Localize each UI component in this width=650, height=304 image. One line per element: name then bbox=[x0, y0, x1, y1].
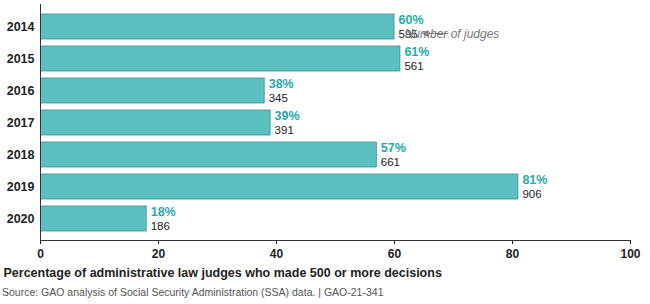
svg-text:80: 80 bbox=[506, 247, 520, 261]
svg-text:2014: 2014 bbox=[7, 20, 35, 34]
svg-text:39%: 39% bbox=[275, 109, 300, 123]
svg-text:38%: 38% bbox=[269, 77, 294, 91]
svg-text:2016: 2016 bbox=[7, 84, 35, 98]
html-text:Source: GAO analysis of Social: Source: GAO analysis of Social Security … bbox=[2, 286, 384, 298]
svg-text:81%: 81% bbox=[522, 173, 547, 187]
svg-text:2020: 2020 bbox=[7, 212, 35, 226]
svg-text:186: 186 bbox=[151, 220, 170, 232]
svg-text:40: 40 bbox=[270, 247, 284, 261]
svg-text:2015: 2015 bbox=[7, 52, 35, 66]
svg-text:100: 100 bbox=[620, 247, 640, 261]
svg-text:906: 906 bbox=[522, 188, 541, 200]
svg-text:2019: 2019 bbox=[7, 180, 35, 194]
svg-text:57%: 57% bbox=[381, 141, 406, 155]
svg-text:2017: 2017 bbox=[7, 116, 35, 130]
svg-text:Percentage of administrative l: Percentage of administrative law judges … bbox=[4, 266, 442, 280]
svg-text:345: 345 bbox=[269, 92, 288, 104]
svg-text:661: 661 bbox=[381, 156, 400, 168]
svg-text:0: 0 bbox=[37, 247, 44, 261]
svg-text:61%: 61% bbox=[404, 45, 429, 59]
svg-text:60%: 60% bbox=[399, 13, 424, 27]
svg-text:391: 391 bbox=[275, 124, 294, 136]
svg-text:Number of judges: Number of judges bbox=[405, 27, 500, 41]
svg-text:18%: 18% bbox=[151, 205, 176, 219]
svg-text:20: 20 bbox=[152, 247, 166, 261]
svg-text:2018: 2018 bbox=[7, 148, 35, 162]
svg-text:561: 561 bbox=[404, 60, 423, 72]
svg-text:60: 60 bbox=[388, 247, 402, 261]
